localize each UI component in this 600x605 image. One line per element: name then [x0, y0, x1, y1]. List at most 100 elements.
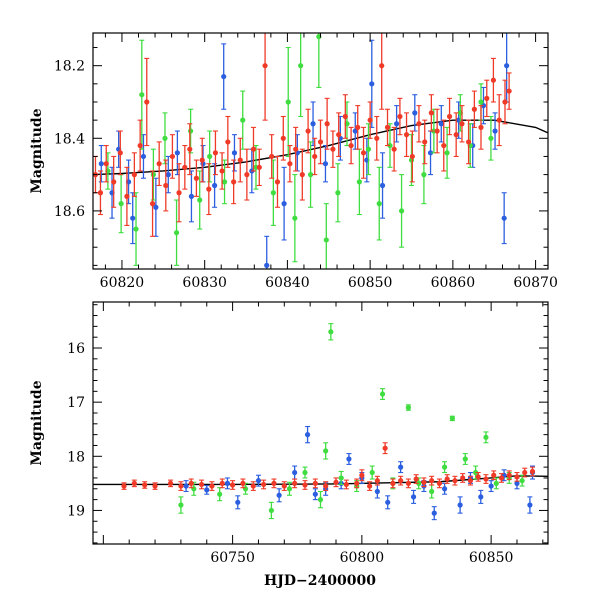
bottom-data-point	[343, 481, 349, 488]
top-data-point	[137, 142, 143, 149]
bottom-x-tick-label: 60800	[340, 550, 385, 566]
top-data-point	[206, 186, 212, 192]
top-x-tick-label: 60860	[431, 275, 476, 291]
bottom-data-point	[235, 499, 241, 505]
bottom-data-point	[379, 391, 386, 397]
bottom-data-point	[483, 476, 489, 482]
top-data-point	[412, 110, 418, 116]
top-data-point	[193, 175, 200, 181]
top-data-point	[471, 106, 477, 112]
bottom-data-point	[230, 482, 236, 488]
top-data-point	[165, 172, 171, 178]
bottom-data-point	[312, 491, 318, 497]
top-model-curve	[93, 119, 548, 176]
top-data-point	[453, 132, 459, 138]
bottom-data-point	[441, 464, 448, 470]
bottom-data-point	[444, 476, 450, 482]
bottom-y-tick-label: 18	[67, 449, 85, 465]
top-data-point	[250, 146, 257, 152]
bottom-data-point	[452, 478, 458, 484]
top-data-point	[305, 128, 311, 134]
top-data-point	[163, 182, 169, 189]
bottom-data-point	[204, 487, 210, 493]
top-data-point	[307, 172, 314, 178]
bottom-data-point	[217, 491, 223, 497]
top-data-point	[270, 190, 276, 196]
top-data-point	[323, 237, 329, 243]
top-data-point	[139, 92, 145, 98]
top-data-point	[231, 179, 237, 185]
top-data-point	[103, 161, 109, 167]
top-data-point	[169, 153, 176, 160]
bottom-data-point	[183, 483, 189, 489]
top-data-point	[256, 164, 262, 170]
bottom-data-point	[268, 507, 274, 514]
bottom-data-point	[178, 483, 184, 489]
top-data-point	[124, 193, 130, 199]
top-data-point	[478, 124, 484, 130]
bottom-data-point	[498, 475, 505, 481]
top-data-point	[176, 190, 182, 196]
bottom-data-point	[405, 480, 411, 486]
bottom-y-tick-label: 19	[67, 503, 85, 519]
top-data-point	[130, 215, 136, 221]
top-data-point	[269, 153, 275, 160]
bottom-data-point	[188, 480, 194, 486]
top-data-point	[97, 190, 104, 196]
bottom-data-point	[462, 456, 468, 462]
bottom-data-point	[398, 478, 404, 484]
bottom-data-point	[488, 483, 494, 489]
top-data-point	[285, 99, 291, 105]
top-data-point	[502, 99, 508, 105]
top-data-point	[287, 161, 293, 167]
top-data-point	[219, 168, 225, 174]
bottom-data-point	[529, 468, 536, 475]
top-data-point	[150, 172, 156, 178]
top-data-point	[144, 99, 150, 105]
bottom-axes: 60750 60800 60850 16 17 18 19	[67, 302, 548, 566]
top-data-point	[292, 215, 298, 221]
top-data-point	[496, 117, 502, 123]
top-x-tick-label: 60820	[100, 275, 145, 291]
top-data-point	[324, 121, 330, 127]
bottom-plot-frame	[92, 301, 549, 545]
top-data-point	[369, 81, 375, 87]
bottom-data-point	[354, 480, 360, 486]
bottom-y-tick-label: 17	[67, 395, 85, 411]
bottom-data-point	[271, 480, 277, 486]
top-data-point	[352, 128, 358, 134]
top-data-point	[149, 201, 156, 207]
top-data-point	[131, 172, 137, 178]
top-data-point	[446, 113, 453, 120]
bottom-data-point	[317, 497, 324, 503]
bottom-data-point	[390, 480, 396, 486]
top-data-point	[133, 226, 139, 232]
top-data-point	[427, 150, 434, 156]
bottom-data-point	[250, 483, 256, 489]
top-data-point	[374, 135, 380, 141]
bottom-data-point	[514, 474, 520, 480]
top-data-point	[299, 172, 305, 178]
bottom-y-axis-title: Magnitude	[29, 380, 45, 465]
bottom-data-point	[493, 480, 499, 486]
top-data-point	[379, 182, 386, 189]
top-data-point	[153, 204, 159, 210]
bottom-data-point	[219, 480, 225, 486]
top-axes: 60820 60830 60840 60850 60860 60870 18.2 18.4 18…	[54, 33, 558, 291]
top-data-point	[188, 128, 194, 134]
top-data-point	[501, 215, 507, 221]
top-x-tick-label: 60830	[182, 275, 227, 291]
top-data-point	[111, 179, 117, 185]
bottom-data-point	[421, 479, 427, 485]
bottom-data-point	[506, 472, 512, 478]
bottom-data-point	[457, 502, 463, 508]
top-data-point	[421, 172, 427, 178]
top-data-point	[197, 197, 203, 203]
top-data-point	[376, 201, 382, 207]
top-data-point	[356, 179, 362, 185]
top-data-point	[173, 230, 180, 236]
bottom-data-point	[491, 472, 497, 478]
top-data-point	[416, 121, 422, 127]
bottom-data-point	[292, 480, 298, 486]
top-data-point	[348, 142, 354, 149]
